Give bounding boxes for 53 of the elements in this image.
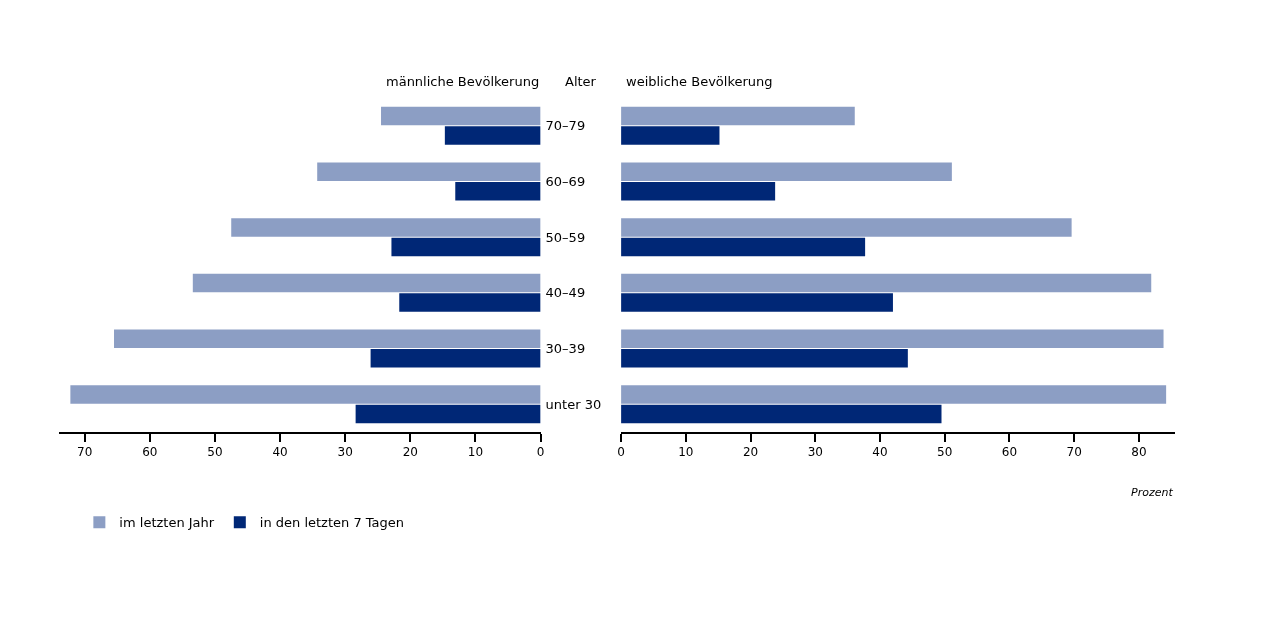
y-tick-label: 30–39	[545, 341, 586, 357]
legend-label: in den letzten 7 Tagen	[259, 515, 405, 531]
bar	[621, 293, 893, 312]
x-tick-label: 10	[678, 445, 694, 460]
bar	[621, 273, 1152, 293]
bar	[355, 404, 541, 424]
x-tick-label: 20	[402, 445, 418, 460]
chart-title: männliche Bevölkerung	[386, 74, 540, 89]
bar	[621, 181, 776, 201]
bar	[70, 385, 541, 404]
bar	[621, 126, 720, 145]
x-tick-label: 10	[467, 445, 484, 460]
bar	[399, 293, 541, 312]
y-tick-label: unter 30	[545, 396, 602, 412]
x-tick-label: 30	[807, 445, 823, 460]
chart-title: weibliche Bevölkerung	[626, 74, 773, 89]
bar	[621, 404, 942, 424]
bar	[370, 348, 541, 368]
x-tick-label: 20	[742, 445, 759, 460]
bar	[231, 218, 541, 237]
bar	[621, 237, 866, 257]
bar	[455, 181, 541, 201]
legend-label: im letzten Jahr	[119, 515, 215, 531]
bar	[391, 237, 541, 257]
bar	[317, 162, 541, 182]
bar	[444, 126, 541, 145]
x-tick-label: 50	[207, 445, 223, 460]
bar	[621, 348, 908, 368]
x-tick-label: 30	[337, 445, 353, 460]
x-tick-label: 50	[937, 445, 953, 460]
bar	[621, 329, 1164, 349]
x-tick-label: 80	[1131, 445, 1147, 460]
bar	[621, 106, 855, 126]
bar	[114, 329, 541, 349]
x-tick-label: 40	[872, 445, 888, 460]
y-tick-label: 70–79	[545, 118, 586, 134]
x-tick-label: 70	[77, 445, 93, 460]
bar	[621, 162, 952, 182]
x-tick-label: 60	[1001, 445, 1018, 460]
x-tick-label: 70	[1066, 445, 1082, 460]
x-tick-label: 60	[142, 445, 158, 460]
x-tick-label: 0	[536, 445, 545, 460]
y-axis-title: Alter	[565, 74, 597, 89]
bar	[381, 106, 541, 126]
bar	[621, 385, 1167, 404]
bar	[621, 218, 1072, 237]
y-tick-label: 50–59	[545, 229, 586, 245]
y-tick-label: 40–49	[545, 285, 586, 301]
x-tick-label: 40	[272, 445, 288, 460]
x-axis-title: Prozent	[1131, 486, 1174, 499]
bar	[192, 273, 541, 293]
y-tick-label: 60–69	[545, 174, 586, 190]
x-tick-label: 0	[617, 445, 625, 460]
